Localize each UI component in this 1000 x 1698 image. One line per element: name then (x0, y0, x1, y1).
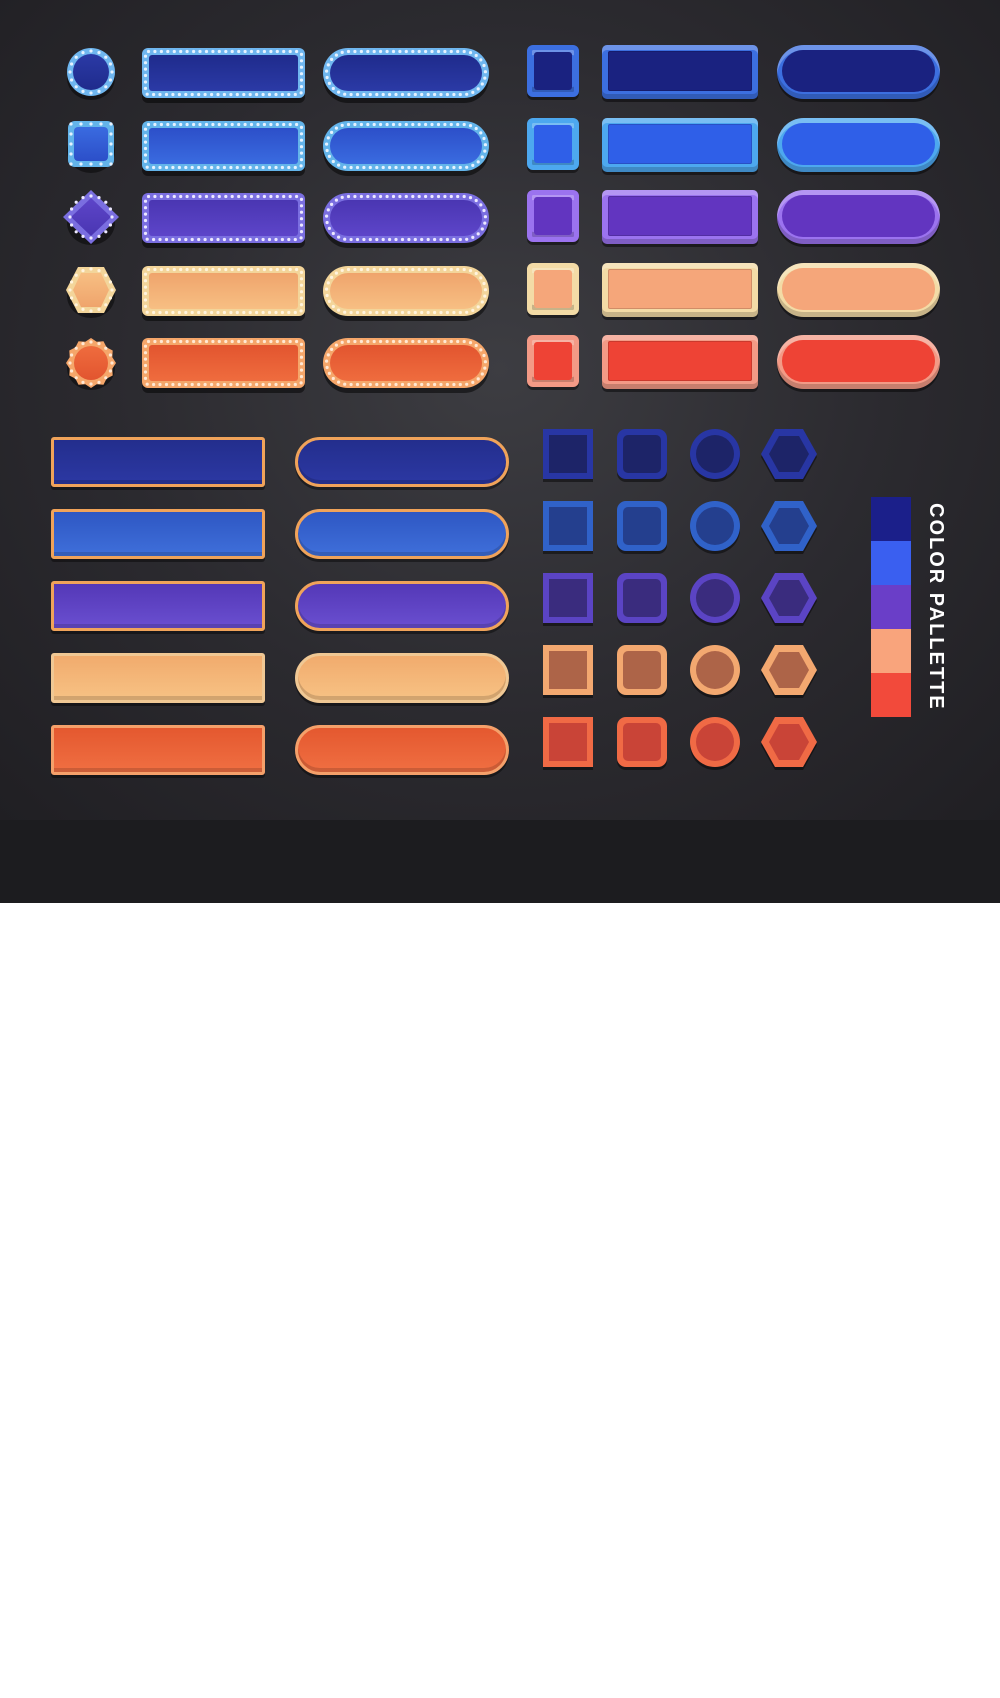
glossy-rect-face (608, 124, 752, 164)
small-circle-icon[interactable] (689, 428, 745, 484)
marquee-pill-button-purple[interactable] (323, 193, 489, 248)
glossy-pill-button-peach[interactable] (777, 263, 940, 317)
glossy-pill-face (782, 123, 935, 165)
small-rounded-square-icon[interactable] (616, 644, 672, 700)
marquee-hexagon-icon[interactable] (66, 266, 116, 318)
glossy-square-face (534, 342, 572, 380)
small-hexagon-icon[interactable] (761, 644, 817, 700)
small-square-icon[interactable] (542, 428, 598, 484)
flat-pill-button-navy[interactable] (295, 437, 509, 487)
flat-rect-button-coral[interactable] (51, 725, 265, 775)
marquee-diamond-icon[interactable] (63, 190, 119, 245)
small-circle-icon[interactable] (689, 500, 745, 556)
small-rounded-square-icon[interactable] (616, 428, 672, 484)
flat-rect-button-navy[interactable] (51, 437, 265, 487)
glossy-pill-button-navy[interactable] (777, 45, 940, 99)
glossy-rect-face (608, 341, 752, 381)
glossy-square-button-purple[interactable] (527, 190, 579, 242)
small-square-icon[interactable] (542, 644, 598, 700)
flat-rect-button-peach[interactable] (51, 653, 265, 703)
glossy-pill-button-purple[interactable] (777, 190, 940, 244)
glossy-pill-face (782, 50, 935, 92)
marquee-rect-button-purple[interactable] (142, 193, 305, 248)
marquee-rect-button-blue[interactable] (142, 121, 305, 176)
marquee-circle-icon[interactable] (66, 48, 116, 100)
small-square-icon[interactable] (542, 716, 598, 772)
glossy-pill-face (782, 268, 935, 310)
small-hexagon-icon[interactable] (761, 428, 817, 484)
glossy-square-face (534, 125, 572, 163)
watermark-brand: VectorStock® (30, 1662, 200, 1698)
palette-swatch (871, 497, 911, 541)
small-square-icon[interactable] (542, 572, 598, 628)
watermark-bar: VectorStock® VectorStock.com/41079925 (0, 820, 1000, 1697)
glossy-rect-face (608, 196, 752, 236)
palette-swatch (871, 629, 911, 673)
registered-mark: ® (189, 1665, 200, 1682)
small-hexagon-icon[interactable] (761, 500, 817, 556)
flat-pill-button-blue[interactable] (295, 509, 509, 559)
glossy-square-button-navy[interactable] (527, 45, 579, 97)
flat-rect-button-blue[interactable] (51, 509, 265, 559)
small-rounded-square-icon[interactable] (616, 500, 672, 556)
glossy-square-face (534, 197, 572, 235)
glossy-rect-button-purple[interactable] (602, 190, 758, 244)
marquee-square-icon[interactable] (66, 121, 116, 173)
flat-pill-button-coral[interactable] (295, 725, 509, 775)
glossy-rect-face (608, 51, 752, 91)
small-circle-icon[interactable] (689, 716, 745, 772)
glossy-rect-button-coral[interactable] (602, 335, 758, 389)
palette-swatch (871, 585, 911, 629)
glossy-rect-button-blue[interactable] (602, 118, 758, 172)
glossy-pill-face (782, 195, 935, 237)
small-hexagon-icon[interactable] (761, 716, 817, 772)
glossy-square-face (534, 270, 572, 308)
watermark-url: VectorStock.com/41079925 (764, 1676, 972, 1695)
small-circle-icon[interactable] (689, 572, 745, 628)
glossy-rect-button-peach[interactable] (602, 263, 758, 317)
small-rounded-square-icon[interactable] (616, 572, 672, 628)
glossy-pill-face (782, 340, 935, 382)
glossy-square-button-blue[interactable] (527, 118, 579, 170)
marquee-flower-icon[interactable] (66, 338, 116, 390)
flat-pill-button-peach[interactable] (295, 653, 509, 703)
marquee-pill-button-blue[interactable] (323, 121, 489, 176)
glossy-square-button-coral[interactable] (527, 335, 579, 387)
small-hexagon-icon[interactable] (761, 572, 817, 628)
palette-swatch (871, 541, 911, 585)
glossy-pill-button-blue[interactable] (777, 118, 940, 172)
flat-pill-button-purple[interactable] (295, 581, 509, 631)
marquee-pill-button-peach[interactable] (323, 266, 489, 321)
marquee-pill-button-navy[interactable] (323, 48, 489, 103)
glossy-rect-button-navy[interactable] (602, 45, 758, 99)
glossy-square-face (534, 52, 572, 90)
glossy-square-button-peach[interactable] (527, 263, 579, 315)
marquee-rect-button-peach[interactable] (142, 266, 305, 321)
small-circle-icon[interactable] (689, 644, 745, 700)
palette-title: COLOR PALLETTE (925, 503, 947, 711)
palette-swatch (871, 673, 911, 717)
small-square-icon[interactable] (542, 500, 598, 556)
glossy-pill-button-coral[interactable] (777, 335, 940, 389)
small-rounded-square-icon[interactable] (616, 716, 672, 772)
ui-kit-canvas: COLOR PALLETTE (0, 0, 1000, 820)
flat-rect-button-purple[interactable] (51, 581, 265, 631)
marquee-rect-button-navy[interactable] (142, 48, 305, 103)
marquee-rect-button-coral[interactable] (142, 338, 305, 393)
marquee-pill-button-coral[interactable] (323, 338, 489, 393)
watermark-brand-text: VectorStock (30, 1662, 190, 1697)
glossy-rect-face (608, 269, 752, 309)
